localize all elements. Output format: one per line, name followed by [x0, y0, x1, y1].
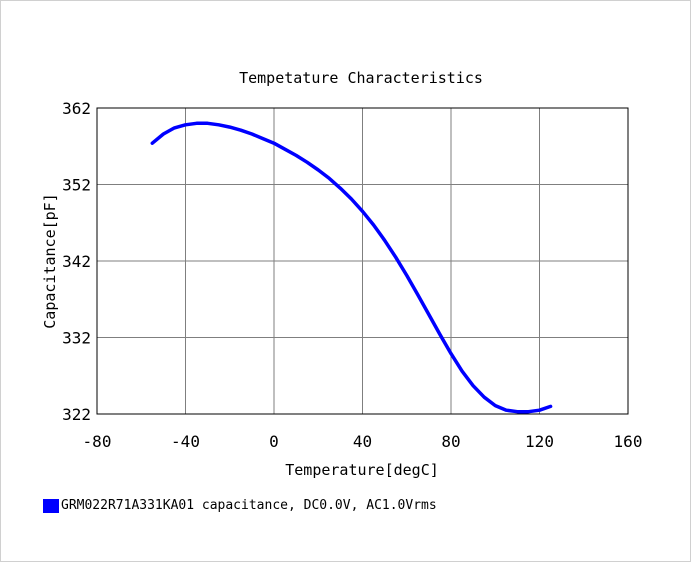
plot-border — [96, 107, 629, 415]
legend: GRM022R71A331KA01 capacitance, DC0.0V, A… — [43, 498, 437, 513]
y-axis-label: Capacitance[pF] — [41, 193, 59, 328]
x-tick-label: 0 — [269, 432, 279, 451]
series-line — [150, 121, 553, 414]
legend-swatch — [43, 498, 59, 513]
x-tick-label: 40 — [353, 432, 372, 451]
y-tick-label: 342 — [62, 252, 91, 271]
x-tick-label: 80 — [441, 432, 460, 451]
x-tick-label: 120 — [525, 432, 554, 451]
x-tick-label: 160 — [614, 432, 643, 451]
x-tick-label: -80 — [83, 432, 112, 451]
y-tick-label: 332 — [62, 329, 91, 348]
y-tick-label: 322 — [62, 405, 91, 424]
series — [150, 121, 553, 414]
x-axis-label: Temperature[degC] — [285, 461, 439, 479]
y-tick-label: 362 — [62, 99, 91, 118]
legend-label: GRM022R71A331KA01 capacitance, DC0.0V, A… — [61, 498, 437, 513]
y-tick-label: 352 — [62, 176, 91, 195]
x-tick-label: -40 — [171, 432, 200, 451]
x-axis-ticks: -80 -40 0 40 80 120 160 — [83, 432, 643, 451]
chart-title: Tempetature Characteristics — [239, 69, 483, 87]
y-axis-ticks: 322 332 342 352 362 — [62, 99, 91, 424]
grid — [97, 108, 628, 414]
